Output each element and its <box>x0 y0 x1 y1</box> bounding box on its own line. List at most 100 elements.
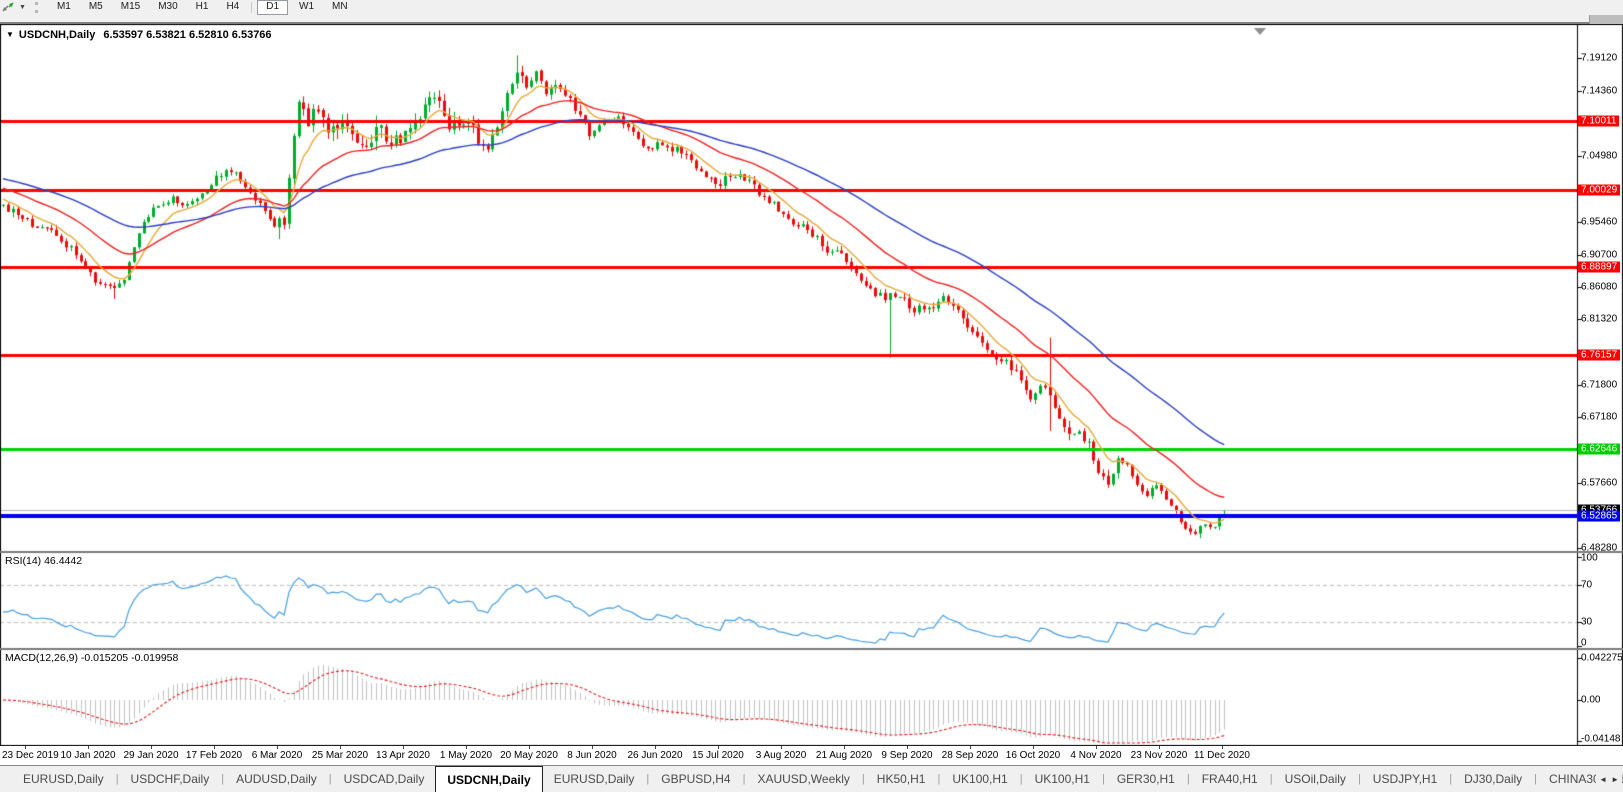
rsi-axis-label: 0 <box>1581 637 1587 649</box>
tab-usdcnh-daily[interactable]: USDCNH,Daily <box>435 766 543 792</box>
tab-scroll-left-icon[interactable]: ◄ <box>1599 774 1608 784</box>
macd-axis-label: -0.04148 <box>1581 733 1621 745</box>
tab-separator: | <box>937 773 941 785</box>
date-tick <box>1096 746 1097 749</box>
date-axis-label: 15 Jul 2020 <box>692 750 744 761</box>
tab-eurusd-daily[interactable]: EURUSD,Daily <box>553 772 635 786</box>
tab-separator: | <box>1186 773 1190 785</box>
date-tick <box>151 746 152 749</box>
tab-dj30-daily[interactable]: DJ30,Daily <box>1464 772 1523 786</box>
tab-ger30-h1[interactable]: GER30,H1 <box>1116 772 1175 786</box>
date-axis-label: 9 Sep 2020 <box>881 750 933 761</box>
title-collapse-icon[interactable]: ▼ <box>6 30 14 39</box>
tab-uk100-h1[interactable]: UK100,H1 <box>1034 772 1090 786</box>
tab-eurusd-daily[interactable]: EURUSD,Daily <box>23 772 104 786</box>
date-tick <box>1159 746 1160 749</box>
date-axis-label: 21 Aug 2020 <box>815 750 873 761</box>
timeframe-toolbar: ▼ M1 M5 M15 M30 H1 H4 D1 W1 MN <box>0 0 1623 15</box>
macd-label: MACD(12,26,9) -0.015205 -0.019958 <box>5 652 179 664</box>
date-tick <box>88 746 89 749</box>
tab-separator: | <box>861 773 865 785</box>
date-axis-label: 23 Dec 2019 <box>2 750 59 761</box>
date-axis-label: 20 May 2020 <box>500 750 558 761</box>
date-tick <box>655 746 656 749</box>
timeframe-button-m30[interactable]: M30 <box>158 1 178 12</box>
price-axis-label: 6.67180 <box>1581 411 1618 423</box>
crosshair-tool-icon[interactable] <box>1 2 16 13</box>
timeframe-button-h1[interactable]: H1 <box>195 1 209 12</box>
price-axis-label: 6.48280 <box>1581 542 1618 554</box>
tab-usdcad-daily[interactable]: USDCAD,Daily <box>343 772 425 786</box>
price-axis: 7.19120 7.14360 7.04980 6.95460 6.90700 6.860… <box>1577 0 1623 746</box>
tab-uk100-h1[interactable]: UK100,H1 <box>952 772 1008 786</box>
date-tick <box>844 746 845 749</box>
date-tick <box>1222 746 1223 749</box>
timeframe-button-d1[interactable]: D1 <box>257 0 289 15</box>
timeframe-button-m5[interactable]: M5 <box>88 1 103 12</box>
timeframe-button-m1[interactable]: M1 <box>56 1 71 12</box>
date-axis-label: 10 Jan 2020 <box>60 750 116 761</box>
timeframe-button-h4[interactable]: H4 <box>226 1 240 12</box>
rsi-axis-label: 100 <box>1581 552 1598 564</box>
date-axis-label: 28 Sep 2020 <box>941 750 999 761</box>
date-tick <box>466 746 467 749</box>
price-axis-label: 7.04980 <box>1581 150 1618 162</box>
price-axis-label: 6.95460 <box>1581 216 1618 228</box>
price-axis-label: 7.14360 <box>1581 85 1618 97</box>
date-axis-label: 23 Nov 2020 <box>1130 750 1188 761</box>
tab-separator: | <box>221 773 225 785</box>
toolbar-grip[interactable] <box>34 2 42 13</box>
price-level-label: 6.52865 <box>1578 510 1621 522</box>
hscrollbar-thumb[interactable] <box>1589 15 1623 24</box>
price-axis-label: 6.90700 <box>1581 249 1618 261</box>
timeframe-button-w1[interactable]: W1 <box>299 1 315 12</box>
rsi-label: RSI(14) 46.4442 <box>5 555 83 567</box>
tab-separator: | <box>1019 773 1023 785</box>
tab-separator: | <box>1534 773 1538 785</box>
tab-hk50-h1[interactable]: HK50,H1 <box>876 772 926 786</box>
timeframe-buttons: M1 M5 M15 M30 H1 H4 D1 W1 MN <box>48 0 357 15</box>
date-axis-label: 6 Mar 2020 <box>251 750 303 761</box>
tab-usdchf-daily[interactable]: USDCHF,Daily <box>130 772 210 786</box>
date-axis-label: 11 Dec 2020 <box>1194 750 1250 761</box>
date-tick <box>718 746 719 749</box>
date-tick <box>214 746 215 749</box>
date-axis: 23 Dec 2019 10 Jan 2020 29 Jan 2020 17 Feb … <box>0 746 1623 765</box>
price-level-label: 7.10011 <box>1578 115 1620 127</box>
date-axis-label: 17 Feb 2020 <box>185 750 243 761</box>
date-axis-label: 1 May 2020 <box>439 750 493 761</box>
price-axis-label: 6.86080 <box>1581 281 1618 292</box>
price-axis-label: 7.19120 <box>1581 52 1618 64</box>
date-axis-label: 26 Jun 2020 <box>627 750 683 761</box>
date-tick <box>781 746 782 749</box>
tab-audusd-daily[interactable]: AUDUSD,Daily <box>236 772 317 786</box>
toolbar-dropdown-caret[interactable]: ▼ <box>19 4 26 11</box>
chart-ohlc-values: 6.53597 6.53821 6.52810 6.53766 <box>103 29 272 41</box>
chart-hscrollbar[interactable] <box>0 15 1623 24</box>
date-tick <box>970 746 971 749</box>
date-tick <box>907 746 908 749</box>
tab-usoil-daily[interactable]: USOil,Daily <box>1284 772 1346 786</box>
date-axis-label: 4 Nov 2020 <box>1070 750 1122 761</box>
date-tick <box>25 746 26 749</box>
tab-fra40-h1[interactable]: FRA40,H1 <box>1201 772 1258 786</box>
date-tick <box>592 746 593 749</box>
timeframe-button-m15[interactable]: M15 <box>120 1 141 12</box>
tab-scroll-right-icon[interactable]: ► <box>1611 774 1619 784</box>
tab-xauusd-weekly[interactable]: XAUUSD,Weekly <box>757 772 850 786</box>
date-tick <box>529 746 530 749</box>
date-axis-label: 13 Apr 2020 <box>376 750 430 761</box>
toolbar-separator <box>251 2 253 13</box>
date-axis-label: 3 Aug 2020 <box>755 750 807 761</box>
date-tick <box>403 746 404 749</box>
date-axis-label: 29 Jan 2020 <box>123 750 179 761</box>
price-level-label: 6.76157 <box>1578 349 1621 361</box>
timeframe-button-mn[interactable]: MN <box>332 1 348 12</box>
chart-title: ▼ USDCNH,Daily 6.53597 6.53821 6.52810 6.5… <box>6 29 272 41</box>
tab-usdjpy-h1[interactable]: USDJPY,H1 <box>1372 772 1438 786</box>
tab-gbpusd-h4[interactable]: GBPUSD,H4 <box>661 772 731 786</box>
date-axis-label: 16 Oct 2020 <box>1005 750 1061 761</box>
macd-axis-label: 0.042275 <box>1581 652 1623 664</box>
price-chart-canvas[interactable] <box>0 24 1623 746</box>
chart-symbol-label: USDCNH,Daily <box>18 29 96 41</box>
